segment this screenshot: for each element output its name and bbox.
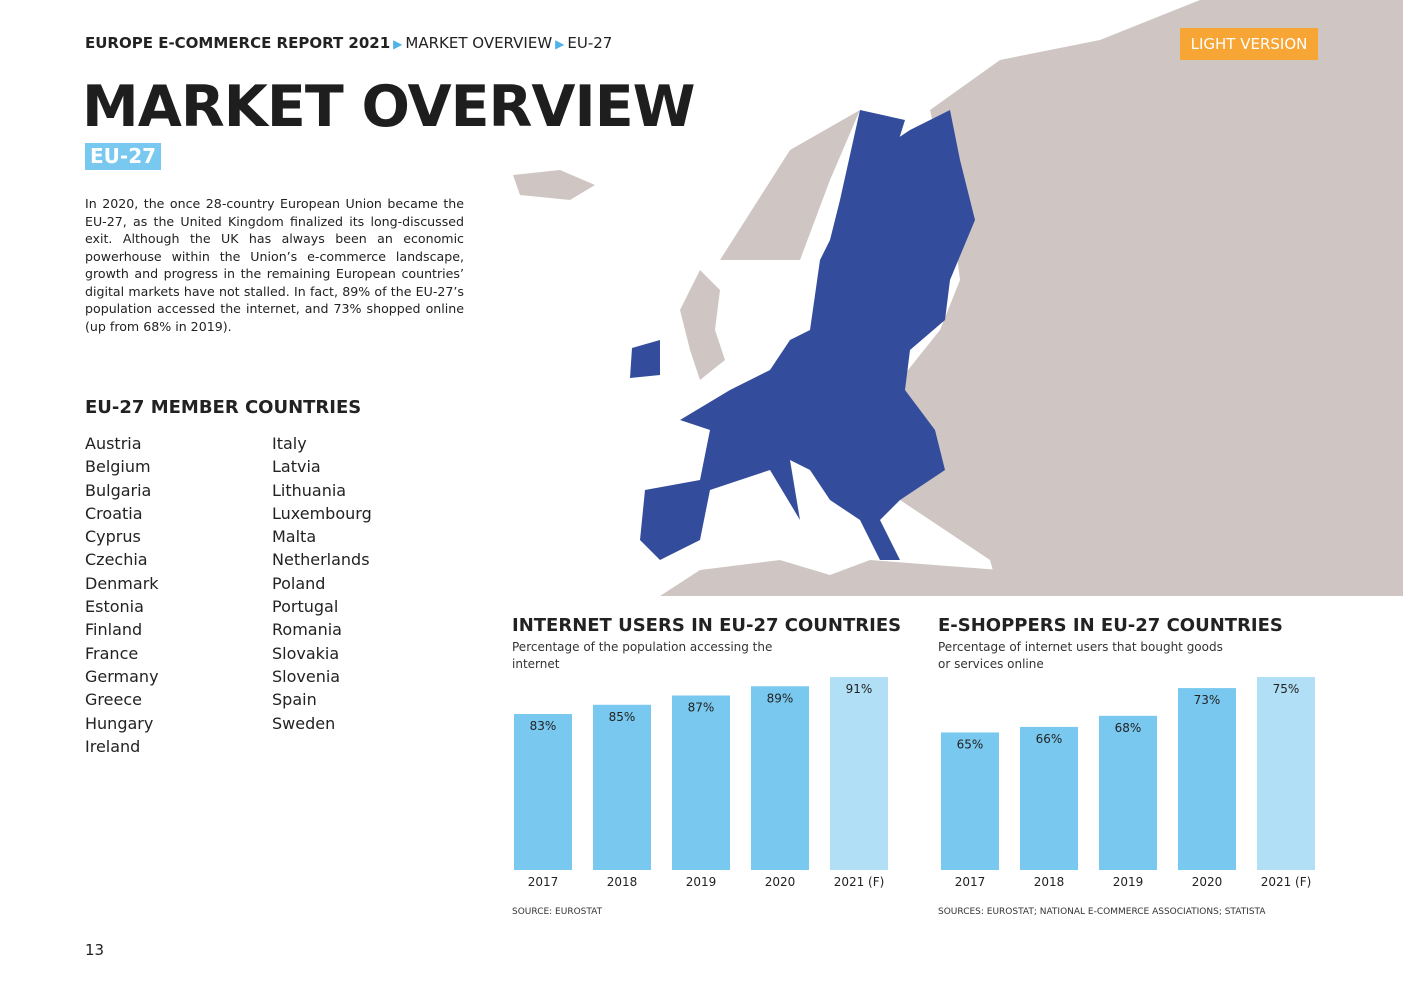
value-label: 65%: [957, 737, 984, 751]
country: Portugal: [272, 597, 339, 617]
country: Slovakia: [272, 643, 340, 663]
intro-text: In 2020, the once 28-country European Un…: [85, 196, 464, 334]
members-column: Italy Latvia Lithuania Luxembourg Malta Nethe…: [272, 432, 372, 735]
value-label: 85%: [609, 710, 636, 724]
country: Bulgaria: [85, 480, 152, 500]
x-tick-label: 2018: [1034, 875, 1065, 889]
land-non-eu: [680, 270, 725, 380]
land-non-eu: [860, 0, 1403, 596]
bar: [514, 714, 572, 870]
value-label: 68%: [1115, 721, 1142, 735]
page-title: MARKET OVERVIEW: [82, 74, 696, 140]
breadcrumb-item: EUROPE E-COMMERCE REPORT 2021: [85, 34, 391, 52]
country: Slovenia: [272, 666, 341, 686]
chart-subtitle: Percentage of the population accessing t…: [512, 640, 773, 671]
land-eu: [640, 110, 975, 560]
bar: [672, 695, 730, 870]
x-tick-label: 2018: [607, 875, 638, 889]
arrow-icon: ▶: [555, 37, 565, 51]
members-heading: EU-27 MEMBER COUNTRIES: [85, 397, 362, 418]
x-tick-label: 2021 (F): [1261, 875, 1312, 889]
land-eu: [815, 110, 905, 330]
bar: [593, 704, 651, 870]
badge: LIGHT VERSION: [1180, 28, 1318, 60]
country: Germany: [85, 666, 159, 686]
chart-subtitle: Percentage of internet users that bought…: [938, 640, 1223, 671]
country: Italy: [272, 434, 307, 453]
country: Estonia: [85, 597, 144, 617]
country: Poland: [272, 573, 326, 593]
value-label: 83%: [530, 719, 557, 733]
country: France: [85, 643, 139, 663]
country: Cyprus: [85, 527, 141, 547]
country: Lithuania: [272, 480, 347, 500]
value-label: 91%: [846, 682, 873, 696]
bar: [1099, 715, 1157, 870]
value-label: 66%: [1036, 732, 1063, 746]
country: Finland: [85, 620, 143, 640]
country: Sweden: [272, 713, 336, 733]
breadcrumb: EUROPE E-COMMERCE REPORT 2021 ▶ MARKET OVE…: [85, 34, 612, 52]
page-number: 13: [85, 941, 105, 959]
value-label: 87%: [688, 701, 715, 715]
breadcrumb-item: MARKET OVERVIEW: [405, 34, 553, 52]
country: Netherlands: [272, 550, 370, 570]
x-tick-label: 2019: [686, 875, 717, 889]
tag: EU-27: [85, 143, 162, 170]
value-label: 73%: [1194, 693, 1221, 707]
bar: [941, 732, 999, 870]
members-column: Austria Belgium Bulgaria Croatia Cyprus Czech…: [85, 432, 159, 758]
land-non-eu: [720, 110, 860, 260]
x-tick-label: 2019: [1113, 875, 1144, 889]
land-eu: [630, 340, 660, 378]
country: Romania: [272, 620, 342, 640]
country: Luxembourg: [272, 503, 372, 523]
breadcrumb-item: EU-27: [567, 34, 613, 52]
country: Croatia: [85, 503, 143, 523]
arrow-icon: ▶: [393, 37, 403, 51]
country: Czechia: [85, 550, 148, 570]
bar: [830, 677, 888, 870]
value-label: 75%: [1273, 682, 1300, 696]
land-non-eu: [513, 170, 595, 200]
chart-source: SOURCES: EUROSTAT; NATIONAL E-COMMERCE A…: [938, 907, 1266, 917]
country: Latvia: [272, 457, 321, 477]
bar: [1178, 688, 1236, 870]
bar: [751, 686, 809, 870]
land-non-eu: [660, 560, 1000, 596]
country: Ireland: [85, 736, 141, 756]
bar: [1020, 726, 1078, 870]
x-tick-label: 2021 (F): [834, 875, 885, 889]
map: [513, 0, 1403, 596]
country: Greece: [85, 690, 142, 710]
x-tick-label: 2017: [528, 875, 559, 889]
country: Spain: [272, 690, 317, 710]
country: Malta: [272, 527, 317, 547]
chart-title: INTERNET USERS IN EU-27 COUNTRIES: [512, 615, 902, 636]
chart-source: SOURCE: EUROSTAT: [512, 907, 603, 917]
x-tick-label: 2020: [1192, 875, 1223, 889]
country: Denmark: [85, 573, 159, 593]
x-tick-label: 2020: [765, 875, 796, 889]
bar: [1257, 677, 1315, 870]
country: Austria: [85, 434, 142, 453]
country: Belgium: [85, 457, 151, 477]
x-tick-label: 2017: [955, 875, 986, 889]
country: Hungary: [85, 713, 154, 733]
chart-title: E-SHOPPERS IN EU-27 COUNTRIES: [938, 615, 1283, 636]
value-label: 89%: [767, 691, 794, 705]
